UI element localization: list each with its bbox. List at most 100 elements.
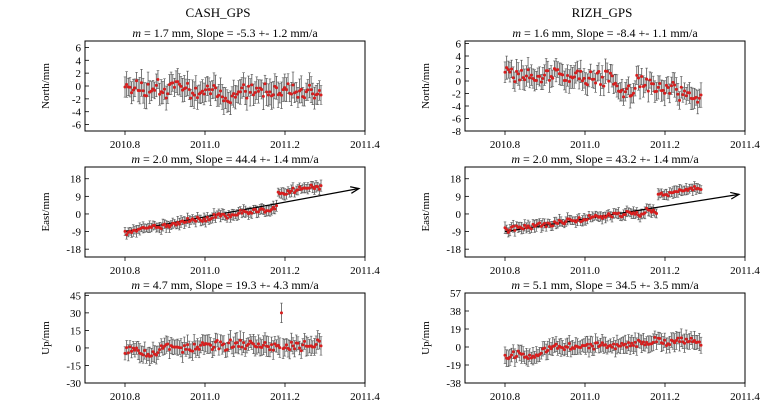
data-point — [562, 222, 566, 226]
data-point — [640, 75, 644, 79]
data-point — [683, 89, 687, 93]
data-point — [630, 341, 634, 345]
data-point — [131, 346, 135, 350]
data-point — [247, 84, 251, 88]
trend-arrow-head — [730, 191, 741, 200]
data-point — [613, 81, 617, 85]
data-point — [307, 186, 311, 190]
data-point — [648, 208, 652, 212]
data-point — [610, 74, 614, 78]
data-point — [311, 92, 315, 96]
data-point — [212, 83, 216, 87]
data-point — [697, 340, 701, 344]
data-point — [538, 74, 542, 78]
data-point — [549, 347, 553, 351]
data-point — [587, 76, 591, 80]
station-title-rizh: RIZH_GPS — [572, 5, 633, 20]
data-point — [166, 342, 170, 346]
data-point — [658, 336, 662, 340]
data-point — [194, 86, 198, 90]
data-point — [676, 92, 680, 96]
data-point — [204, 219, 208, 223]
data-point — [273, 207, 277, 211]
data-point — [237, 211, 241, 215]
data-point — [171, 81, 175, 85]
x-tick-label: 2011.2 — [650, 265, 680, 277]
data-point — [123, 229, 127, 233]
data-point — [607, 79, 611, 83]
data-point — [592, 347, 596, 351]
data-point — [508, 228, 512, 232]
data-point — [299, 349, 303, 353]
data-point — [543, 346, 547, 350]
data-point — [202, 217, 206, 221]
data-point — [306, 88, 310, 92]
data-point — [232, 345, 236, 349]
data-point — [153, 223, 157, 227]
panel-title-symbol: m — [131, 278, 140, 292]
data-point — [666, 194, 670, 198]
data-point — [268, 90, 272, 94]
data-point — [562, 348, 566, 352]
plot-frame — [84, 166, 366, 258]
data-point — [214, 86, 218, 90]
data-point — [289, 189, 293, 193]
data-point — [242, 83, 246, 87]
data-point — [687, 91, 691, 95]
data-point — [250, 83, 254, 87]
data-point — [319, 93, 323, 97]
data-point — [130, 231, 134, 235]
data-point — [608, 71, 612, 75]
data-point — [631, 344, 635, 348]
data-point — [230, 94, 234, 98]
data-point — [222, 342, 226, 346]
data-point — [648, 78, 652, 82]
data-point — [263, 341, 267, 345]
data-point — [271, 348, 275, 352]
y-tick-label: 0 — [76, 343, 82, 355]
data-point — [589, 70, 593, 74]
y-tick-label: -9 — [72, 227, 82, 239]
data-point — [521, 76, 525, 80]
data-point — [163, 222, 167, 226]
data-point — [316, 92, 320, 96]
data-point — [141, 353, 145, 357]
data-point — [692, 185, 696, 189]
y-tick-label: -30 — [66, 378, 81, 390]
data-point — [263, 82, 267, 86]
y-tick-label: -6 — [72, 120, 82, 132]
data-point — [623, 342, 627, 346]
data-point — [283, 86, 287, 90]
x-tick-label: 2011.4 — [730, 265, 760, 277]
trend-arrow-line — [124, 187, 360, 233]
data-point — [585, 342, 589, 346]
data-point — [605, 69, 609, 73]
data-point — [192, 342, 196, 346]
x-tick-label: 2011.0 — [570, 265, 600, 277]
data-point — [286, 189, 290, 193]
data-point — [158, 348, 162, 352]
plot-frame — [464, 40, 746, 132]
data-point — [524, 74, 528, 78]
data-point — [506, 68, 510, 72]
panel-title-symbol: m — [131, 152, 140, 166]
data-point — [207, 87, 211, 91]
y-tick-label: 4 — [76, 55, 82, 67]
plot-frame — [464, 166, 746, 258]
data-point — [210, 216, 214, 220]
data-point — [289, 92, 293, 96]
y-tick-label: 15 — [70, 325, 82, 337]
y-tick-label: -4 — [72, 107, 82, 119]
data-point — [270, 207, 274, 211]
data-point — [184, 220, 188, 224]
panel-title-value: = 1.7 mm, Slope = -5.3 +- 1.2 mm/a — [141, 26, 318, 40]
data-point — [511, 224, 515, 228]
data-point — [615, 84, 619, 88]
data-point — [177, 82, 181, 86]
data-point — [210, 347, 214, 351]
data-point — [575, 69, 579, 73]
y-axis-label: East/mm — [420, 192, 432, 232]
data-point — [669, 84, 673, 88]
data-point — [544, 225, 548, 229]
data-point — [245, 96, 249, 100]
